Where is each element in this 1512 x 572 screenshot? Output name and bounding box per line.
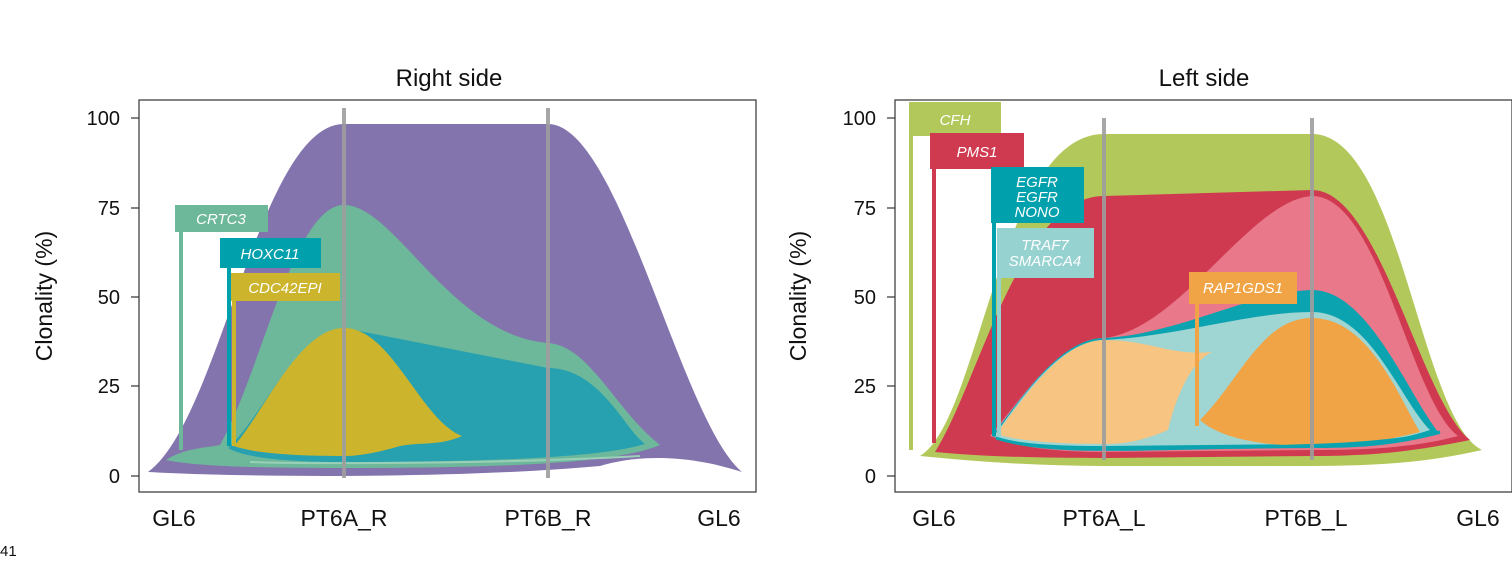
y-axis-label-left: Clonality (%) [785, 231, 811, 361]
y-tick-labels-left: 100 75 50 25 0 [843, 108, 876, 488]
y-tick-label: 50 [98, 287, 120, 309]
chart-right-side: Right side Clonality (%) 100 75 50 25 0 [31, 65, 757, 531]
y-ticks-right [131, 117, 139, 477]
baseline-trace [249, 455, 641, 465]
svg-text:SMARCA4: SMARCA4 [1009, 253, 1082, 270]
x-tick-label: PT6A_R [301, 505, 388, 531]
y-tick-labels-right: 100 75 50 25 0 [87, 108, 120, 488]
svg-text:CFH: CFH [940, 112, 971, 129]
label-hoxc11: HOXC11 [220, 238, 321, 446]
label-cfh: CFH [909, 102, 1001, 450]
label-egfr-egfr-nono: EGFR EGFR NONO [991, 167, 1084, 436]
y-axis-label-right: Clonality (%) [31, 231, 57, 361]
x-tick-label: GL6 [912, 505, 955, 531]
x-tick-label: PT6B_L [1264, 505, 1347, 531]
chart-title-right: Right side [396, 65, 503, 92]
y-ticks-left [887, 117, 895, 477]
label-pms1: PMS1 [930, 133, 1024, 443]
x-tick-labels-left: GL6 PT6A_L PT6B_L GL6 [912, 505, 1499, 531]
label-cdc42epi: CDC42EPI [231, 273, 340, 446]
x-tick-label: PT6A_L [1062, 505, 1145, 531]
label-crtc3: CRTC3 [175, 205, 268, 450]
y-tick-label: 0 [109, 466, 120, 488]
svg-text:CDC42EPI: CDC42EPI [248, 280, 321, 297]
y-tick-label: 0 [865, 466, 876, 488]
x-tick-labels-right: GL6 PT6A_R PT6B_R GL6 [152, 505, 740, 531]
svg-text:EGFR: EGFR [1016, 174, 1058, 191]
page-number: 41 [0, 543, 17, 560]
y-tick-label: 75 [98, 198, 120, 220]
y-tick-label: 100 [843, 108, 876, 130]
svg-text:RAP1GDS1: RAP1GDS1 [1203, 280, 1283, 297]
svg-text:PMS1: PMS1 [957, 144, 998, 161]
svg-text:CRTC3: CRTC3 [196, 211, 246, 228]
x-tick-label: GL6 [152, 505, 195, 531]
label-rap1gds1: RAP1GDS1 [1189, 272, 1297, 426]
label-traf7-smarca4: TRAF7 SMARCA4 [997, 228, 1094, 436]
y-tick-label: 25 [98, 376, 120, 398]
area-cdc42epi [234, 328, 462, 456]
x-tick-label: GL6 [697, 505, 740, 531]
svg-text:EGFR: EGFR [1016, 189, 1058, 206]
chart-left-side: Left side Clonality (%) 100 75 50 25 0 [785, 65, 1512, 531]
chart-title-left: Left side [1159, 65, 1250, 92]
svg-text:TRAF7: TRAF7 [1021, 237, 1069, 254]
y-tick-label: 100 [87, 108, 120, 130]
plot-frame-right [138, 99, 757, 493]
baseline-trace [995, 430, 1441, 451]
svg-text:NONO: NONO [1015, 204, 1060, 221]
x-tick-label: GL6 [1456, 505, 1499, 531]
svg-text:HOXC11: HOXC11 [241, 246, 300, 263]
plot-frame-left [894, 99, 1512, 493]
y-tick-label: 75 [854, 198, 876, 220]
y-tick-label: 25 [854, 376, 876, 398]
x-tick-label: PT6B_R [505, 505, 592, 531]
y-tick-label: 50 [854, 287, 876, 309]
